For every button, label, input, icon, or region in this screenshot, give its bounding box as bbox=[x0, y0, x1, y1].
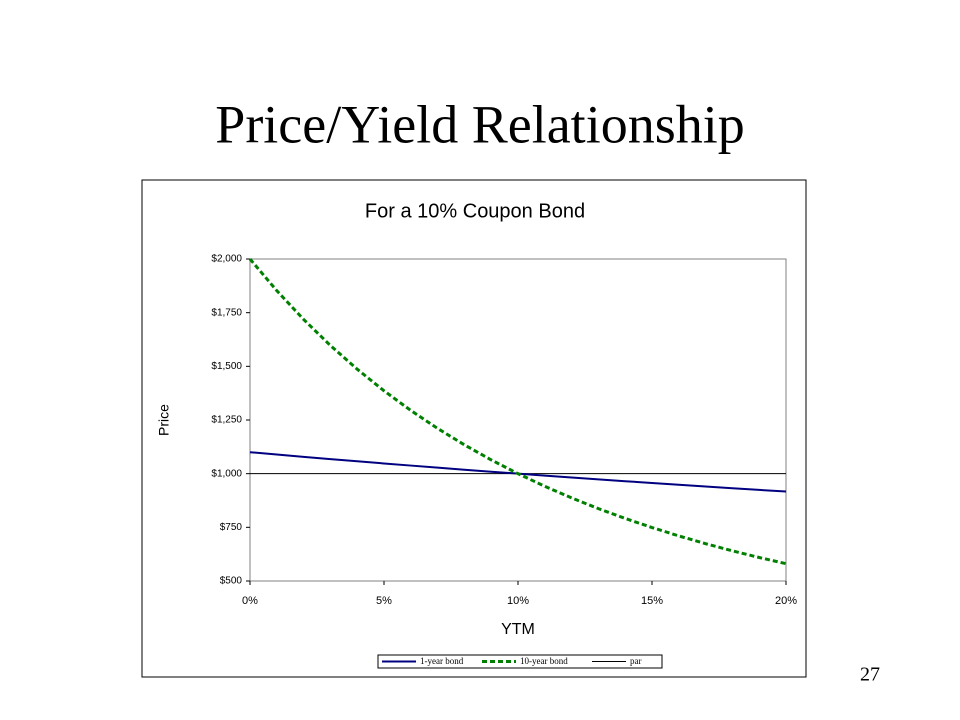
y-tick-label: $500 bbox=[220, 576, 243, 587]
y-tick-label: $750 bbox=[220, 522, 243, 533]
y-tick-label: $1,000 bbox=[211, 468, 242, 479]
series-line bbox=[248, 258, 787, 566]
y-tick-label: $1,500 bbox=[211, 361, 242, 372]
x-tick-label: 15% bbox=[641, 595, 663, 607]
x-axis-label: YTM bbox=[501, 621, 535, 638]
chart-title: For a 10% Coupon Bond bbox=[365, 200, 585, 222]
y-tick-label: $1,250 bbox=[211, 415, 242, 426]
x-tick-label: 5% bbox=[376, 595, 392, 607]
y-tick-label: $2,000 bbox=[211, 254, 242, 265]
y-tick-label: $1,750 bbox=[211, 307, 242, 318]
page-number: 27 bbox=[860, 664, 880, 686]
slide-title: Price/Yield Relationship bbox=[215, 94, 744, 154]
legend-label: par bbox=[630, 656, 642, 666]
legend bbox=[377, 654, 663, 669]
legend-label: 1-year bond bbox=[420, 656, 464, 666]
x-tick-label: 0% bbox=[242, 595, 258, 607]
legend-label: 10-year bond bbox=[520, 656, 568, 666]
x-tick-label: 20% bbox=[775, 595, 797, 607]
y-axis-label: Price bbox=[156, 404, 172, 436]
x-tick-label: 10% bbox=[507, 595, 529, 607]
